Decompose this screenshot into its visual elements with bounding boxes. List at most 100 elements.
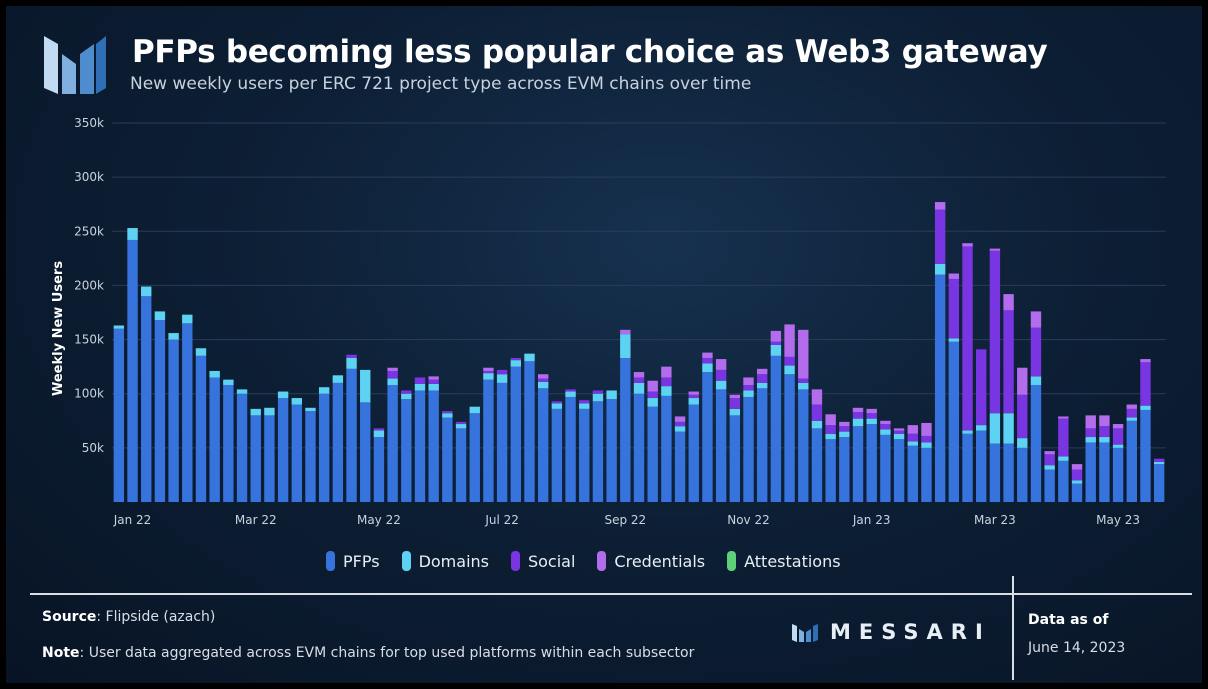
bar-domains (934, 263, 946, 275)
bar-pfps (236, 393, 248, 502)
bar-social (661, 377, 672, 387)
bar-credentials (661, 366, 672, 378)
bar-social (1017, 394, 1028, 439)
bar-pfps (756, 388, 768, 502)
bar-credentials (1030, 311, 1042, 328)
bar-social (702, 357, 713, 364)
bar-pfps (428, 390, 439, 502)
bar-social (743, 385, 754, 391)
bar-credentials (688, 391, 699, 395)
bar-credentials (907, 425, 918, 434)
bar-social (592, 390, 604, 394)
bar-credentials (893, 428, 905, 431)
bar-domains (291, 398, 302, 405)
x-tick-label: Jul 22 (484, 513, 519, 527)
legend-label-attestations: Attestations (744, 551, 841, 571)
x-tick-label: Mar 22 (235, 513, 277, 527)
bar-pfps (277, 398, 289, 502)
footer-vertical-divider (1012, 576, 1014, 680)
bar-social (373, 428, 385, 431)
bar-social (579, 400, 590, 404)
bar-domains (524, 353, 535, 362)
legend-item-social: Social (510, 551, 575, 571)
bar-domains (674, 426, 686, 432)
legend-item-pfps: PFPs (326, 551, 380, 571)
bar-pfps (510, 366, 522, 502)
bar-pfps (469, 413, 480, 502)
bar-pfps (798, 389, 809, 502)
bar-domains (921, 442, 932, 448)
legend-item-credentials: Credentials (597, 551, 705, 571)
legend-item-attestations: Attestations (727, 551, 841, 571)
bar-social (729, 398, 741, 409)
x-tick-label: Nov 22 (727, 513, 770, 527)
bar-pfps (702, 372, 713, 502)
bar-social (839, 426, 850, 432)
bar-social (537, 378, 549, 382)
footer-divider (30, 593, 1192, 595)
y-tick-label: 200k (74, 278, 104, 292)
bar-domains (661, 386, 672, 396)
bar-pfps (852, 426, 864, 502)
bar-credentials (1112, 424, 1124, 429)
bar-domains (442, 413, 453, 418)
bar-domains (565, 391, 576, 397)
bar-domains (127, 228, 138, 240)
bar-pfps (195, 355, 207, 502)
y-tick-label: 100k (74, 387, 104, 401)
messari-wordmark: MESSARI (830, 620, 991, 644)
bar-pfps (770, 355, 782, 502)
bar-social (647, 391, 658, 399)
bar-credentials (633, 372, 645, 378)
bar-domains (606, 390, 617, 400)
bar-social (565, 389, 576, 392)
bar-pfps (113, 328, 125, 502)
bar-domains (469, 406, 480, 414)
bar-social (921, 435, 932, 443)
bar-pfps (647, 406, 658, 502)
bar-pfps (1044, 469, 1055, 502)
bar-pfps (182, 323, 193, 502)
chart-title: PFPs becoming less popular choice as Web… (132, 34, 1048, 70)
bar-domains (168, 333, 179, 340)
bar-domains (195, 348, 207, 356)
bar-pfps (579, 408, 590, 502)
bar-domains (729, 408, 741, 416)
bar-domains (743, 390, 754, 397)
bar-pfps (1099, 442, 1110, 502)
bar-pfps (250, 415, 261, 502)
chart-subtitle: New weekly users per ERC 721 project typ… (130, 74, 752, 94)
bar-social (387, 370, 398, 379)
messari-logo-icon (44, 36, 106, 94)
bar-credentials (989, 248, 1001, 251)
bar-domains (1140, 405, 1151, 410)
bar-pfps (401, 399, 412, 502)
source-line: Source: Flipside (azach) (42, 609, 215, 625)
bar-pfps (141, 296, 152, 502)
bar-pfps (811, 428, 823, 502)
bar-pfps (1126, 420, 1137, 502)
bar-domains (1044, 465, 1055, 470)
bar-social (483, 370, 494, 374)
note-line: Note: User data aggregated across EVM ch… (42, 645, 694, 661)
bar-pfps (332, 382, 344, 502)
bar-credentials (921, 422, 932, 436)
source-label: Source (42, 609, 97, 625)
bar-credentials (729, 394, 741, 399)
bar-domains (496, 374, 508, 383)
legend-label-credentials: Credentials (614, 551, 706, 571)
stacked-bar-chart: 50k 100k 150k 200k 250k 300k 350k Weekly New Us… (51, 116, 1166, 527)
bar-pfps (1140, 409, 1151, 502)
bar-pfps (551, 408, 563, 502)
bar-domains (798, 382, 809, 390)
bar-pfps (305, 411, 316, 502)
bar-domains (880, 429, 891, 435)
bar-social (1003, 310, 1014, 414)
chart-legend: PFPs Domains Social Credentials Attestat… (326, 551, 841, 571)
bar-pfps (537, 388, 549, 502)
bar-social (976, 349, 987, 426)
bar-credentials (702, 352, 713, 358)
bar-credentials (387, 367, 398, 371)
note-label: Note (42, 645, 80, 661)
bar-domains (1017, 438, 1028, 448)
